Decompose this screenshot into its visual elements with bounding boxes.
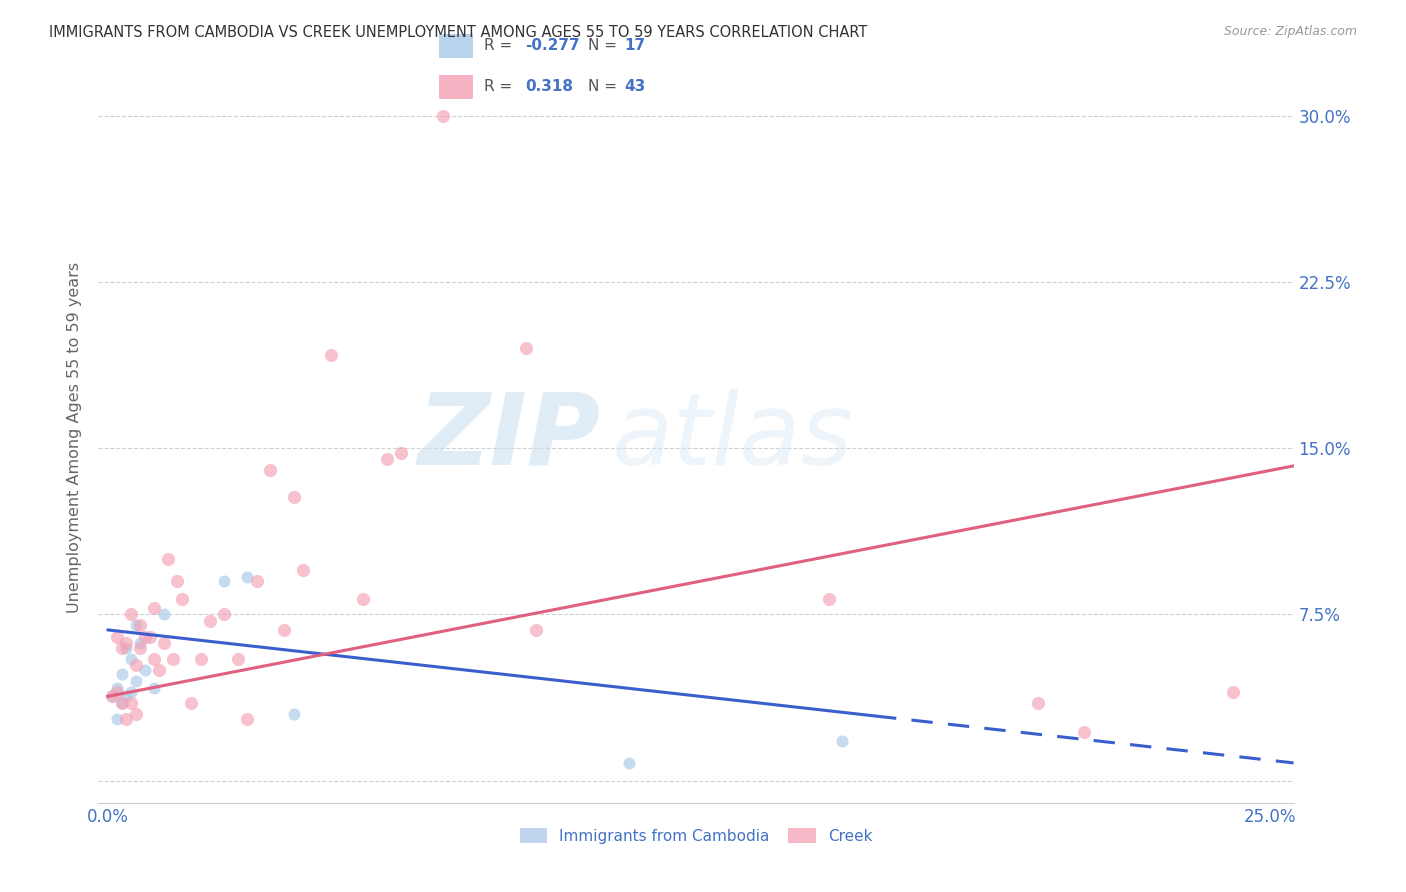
Point bbox=[134, 663, 156, 677]
Point bbox=[283, 707, 305, 722]
Point bbox=[524, 623, 547, 637]
Point bbox=[273, 623, 295, 637]
Point bbox=[817, 591, 839, 606]
Point bbox=[105, 630, 128, 644]
Point bbox=[148, 663, 170, 677]
Point bbox=[236, 712, 259, 726]
Point bbox=[105, 685, 128, 699]
Point bbox=[259, 463, 281, 477]
Text: 0.318: 0.318 bbox=[526, 78, 574, 94]
Point bbox=[236, 570, 259, 584]
Text: -0.277: -0.277 bbox=[526, 38, 579, 54]
Point bbox=[389, 445, 412, 459]
Point bbox=[124, 673, 146, 688]
Point bbox=[120, 651, 142, 665]
Point bbox=[115, 690, 138, 704]
Point bbox=[124, 658, 146, 673]
Point bbox=[180, 696, 202, 710]
Point bbox=[319, 348, 342, 362]
Point bbox=[152, 636, 174, 650]
Point bbox=[129, 640, 152, 655]
Point bbox=[111, 667, 134, 681]
Bar bbox=[440, 34, 474, 58]
Point bbox=[111, 640, 134, 655]
Text: ZIP: ZIP bbox=[418, 389, 600, 485]
Point bbox=[138, 630, 160, 644]
Point bbox=[115, 636, 138, 650]
Point bbox=[124, 618, 146, 632]
Point bbox=[1073, 724, 1095, 739]
Point bbox=[375, 452, 398, 467]
Point bbox=[292, 563, 315, 577]
Point bbox=[212, 607, 235, 622]
Point bbox=[111, 696, 134, 710]
Point bbox=[129, 618, 152, 632]
Point bbox=[143, 651, 166, 665]
Text: atlas: atlas bbox=[613, 389, 853, 485]
Point bbox=[120, 685, 142, 699]
Point bbox=[212, 574, 235, 589]
Point bbox=[157, 552, 180, 566]
Text: N =: N = bbox=[588, 38, 621, 54]
Point bbox=[129, 636, 152, 650]
Point bbox=[162, 651, 184, 665]
Text: R =: R = bbox=[484, 78, 522, 94]
Point bbox=[1026, 696, 1049, 710]
Point bbox=[353, 591, 375, 606]
Point bbox=[245, 574, 267, 589]
Legend: Immigrants from Cambodia, Creek: Immigrants from Cambodia, Creek bbox=[513, 822, 879, 850]
Point bbox=[105, 712, 128, 726]
Text: R =: R = bbox=[484, 38, 517, 54]
Point bbox=[172, 591, 194, 606]
Point bbox=[143, 600, 166, 615]
Point bbox=[115, 712, 138, 726]
Y-axis label: Unemployment Among Ages 55 to 59 years: Unemployment Among Ages 55 to 59 years bbox=[67, 261, 83, 613]
Text: Source: ZipAtlas.com: Source: ZipAtlas.com bbox=[1223, 25, 1357, 38]
Point bbox=[105, 681, 128, 695]
Point bbox=[101, 690, 124, 704]
Point bbox=[134, 630, 156, 644]
Point bbox=[120, 607, 142, 622]
Point bbox=[831, 733, 853, 747]
Text: 17: 17 bbox=[624, 38, 645, 54]
Point bbox=[190, 651, 212, 665]
Point bbox=[283, 490, 305, 504]
Text: N =: N = bbox=[588, 78, 621, 94]
Point bbox=[115, 640, 138, 655]
Point bbox=[617, 756, 640, 770]
Point bbox=[152, 607, 174, 622]
Point bbox=[166, 574, 188, 589]
Point bbox=[432, 109, 454, 123]
Text: IMMIGRANTS FROM CAMBODIA VS CREEK UNEMPLOYMENT AMONG AGES 55 TO 59 YEARS CORRELA: IMMIGRANTS FROM CAMBODIA VS CREEK UNEMPL… bbox=[49, 25, 868, 40]
Point bbox=[143, 681, 166, 695]
Point bbox=[1222, 685, 1244, 699]
Point bbox=[226, 651, 249, 665]
Point bbox=[120, 696, 142, 710]
Point bbox=[198, 614, 221, 628]
Point bbox=[515, 342, 537, 356]
Point bbox=[111, 696, 134, 710]
Point bbox=[124, 707, 146, 722]
Bar bbox=[440, 75, 474, 99]
Point bbox=[101, 690, 124, 704]
Text: 43: 43 bbox=[624, 78, 645, 94]
